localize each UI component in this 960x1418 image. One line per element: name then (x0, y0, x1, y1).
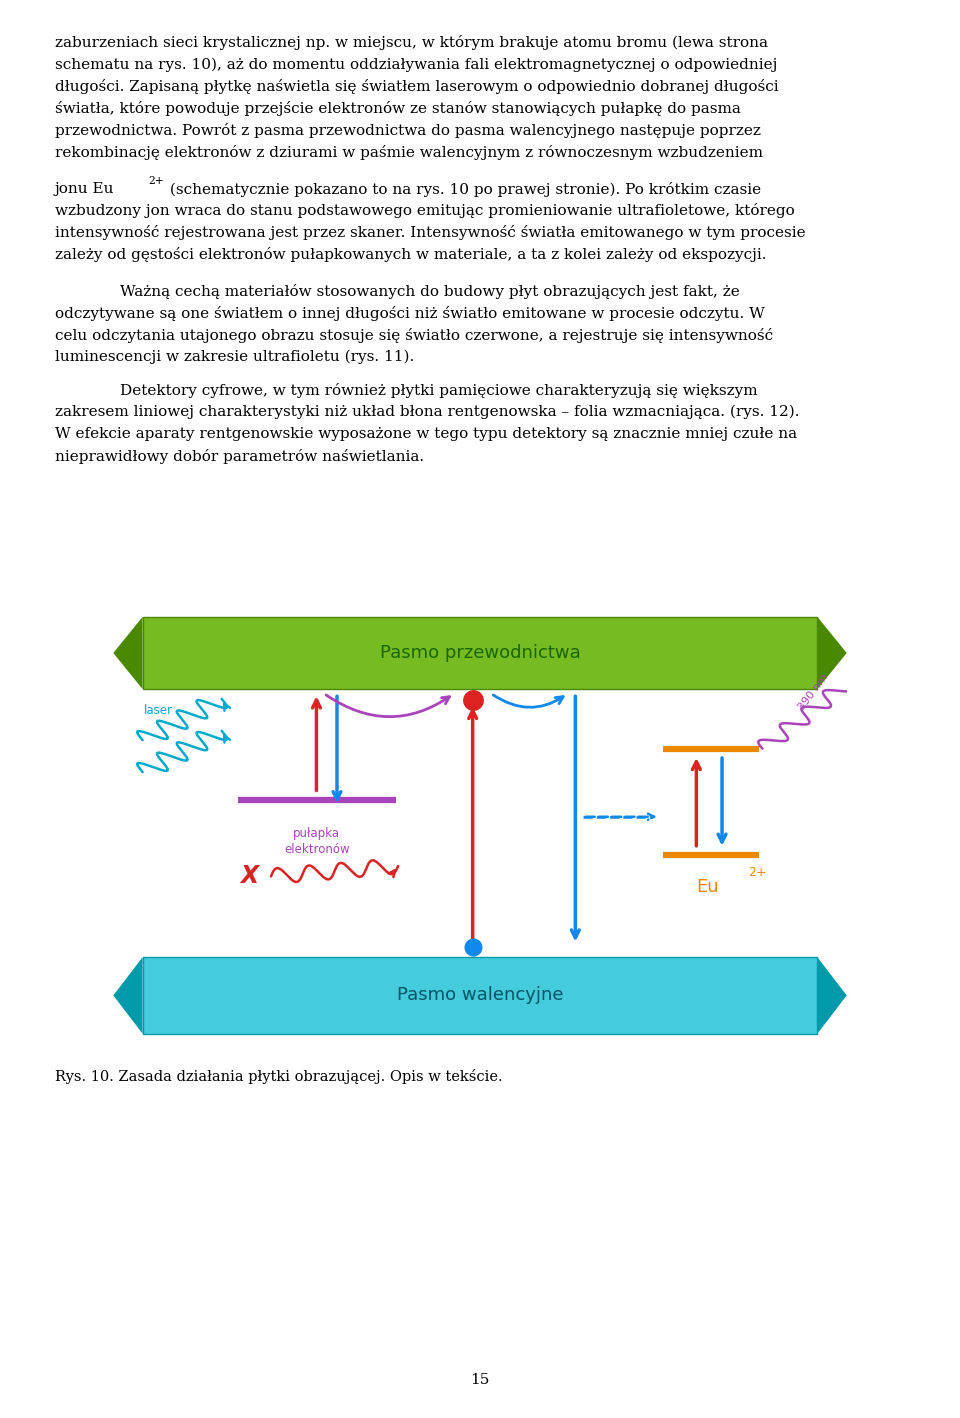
Polygon shape (113, 617, 143, 689)
Text: X: X (240, 865, 258, 888)
Text: 15: 15 (470, 1373, 490, 1387)
FancyBboxPatch shape (143, 957, 817, 1034)
Text: celu odczytania utajonego obrazu stosuje się światło czerwone, a rejestruje się : celu odczytania utajonego obrazu stosuje… (55, 328, 773, 343)
FancyArrowPatch shape (493, 695, 564, 708)
Text: jonu Eu: jonu Eu (55, 182, 114, 196)
FancyArrowPatch shape (326, 695, 449, 716)
Polygon shape (113, 957, 143, 1034)
Polygon shape (817, 957, 847, 1034)
Text: Detektory cyfrowe, w tym również płytki pamięciowe charakteryzują się większym: Detektory cyfrowe, w tym również płytki … (120, 383, 757, 398)
Polygon shape (817, 617, 847, 689)
Text: Pasmo przewodnictwa: Pasmo przewodnictwa (379, 644, 581, 662)
Text: wzbudzony jon wraca do stanu podstawowego emitując promieniowanie ultrafioletowe: wzbudzony jon wraca do stanu podstawoweg… (55, 203, 795, 218)
Text: rekombinację elektronów z dziurami w paśmie walencyjnym z równoczesnym wzbudzeni: rekombinację elektronów z dziurami w paś… (55, 146, 762, 160)
Text: Pasmo walencyjne: Pasmo walencyjne (396, 987, 564, 1004)
Text: zakresem liniowej charakterystyki niż układ błona rentgenowska – folia wzmacniaj: zakresem liniowej charakterystyki niż uk… (55, 406, 800, 420)
Text: zaburzeniach sieci krystalicznej np. w miejscu, w którym brakuje atomu bromu (le: zaburzeniach sieci krystalicznej np. w m… (55, 35, 768, 51)
Text: luminescencji w zakresie ultrafioletu (rys. 11).: luminescencji w zakresie ultrafioletu (r… (55, 349, 414, 364)
FancyBboxPatch shape (143, 617, 817, 689)
Text: odczytywane są one światłem o innej długości niż światło emitowane w procesie od: odczytywane są one światłem o innej dług… (55, 306, 764, 320)
Text: Rys. 10. Zasada działania płytki obrazującej. Opis w tekście.: Rys. 10. Zasada działania płytki obrazuj… (55, 1069, 502, 1085)
Text: intensywność rejestrowana jest przez skaner. Intensywność światła emitowanego w : intensywność rejestrowana jest przez ska… (55, 225, 805, 241)
Text: pułapka
elektronów: pułapka elektronów (284, 827, 349, 856)
Text: 2+: 2+ (148, 176, 163, 186)
Text: Eu: Eu (696, 878, 719, 896)
Text: schematu na rys. 10), aż do momentu oddziaływania fali elektromagnetycznej o odp: schematu na rys. 10), aż do momentu oddz… (55, 57, 777, 72)
Text: 2+: 2+ (748, 865, 766, 879)
Text: 390 nm: 390 nm (797, 672, 830, 712)
Text: Ważną cechą materiałów stosowanych do budowy płyt obrazujących jest fakt, że: Ważną cechą materiałów stosowanych do bu… (120, 284, 740, 299)
Text: (schematycznie pokazano to na rys. 10 po prawej stronie). Po krótkim czasie: (schematycznie pokazano to na rys. 10 po… (165, 182, 761, 197)
Text: laser: laser (144, 703, 173, 718)
Text: W efekcie aparaty rentgenowskie wyposażone w tego typu detektory są znacznie mni: W efekcie aparaty rentgenowskie wyposażo… (55, 427, 797, 441)
Text: światła, które powoduje przejście elektronów ze stanów stanowiących pułapkę do p: światła, które powoduje przejście elektr… (55, 102, 740, 116)
Text: przewodnictwa. Powrót z pasma przewodnictwa do pasma walencyjnego następuje popr: przewodnictwa. Powrót z pasma przewodnic… (55, 123, 760, 139)
Text: nieprawidłowy dobór parametrów naświetlania.: nieprawidłowy dobór parametrów naświetla… (55, 448, 424, 464)
Text: zależy od gęstości elektronów pułapkowanych w materiale, a ta z kolei zależy od : zależy od gęstości elektronów pułapkowan… (55, 247, 766, 262)
Text: długości. Zapisaną płytkę naświetla się światłem laserowym o odpowiednio dobrane: długości. Zapisaną płytkę naświetla się … (55, 79, 779, 95)
